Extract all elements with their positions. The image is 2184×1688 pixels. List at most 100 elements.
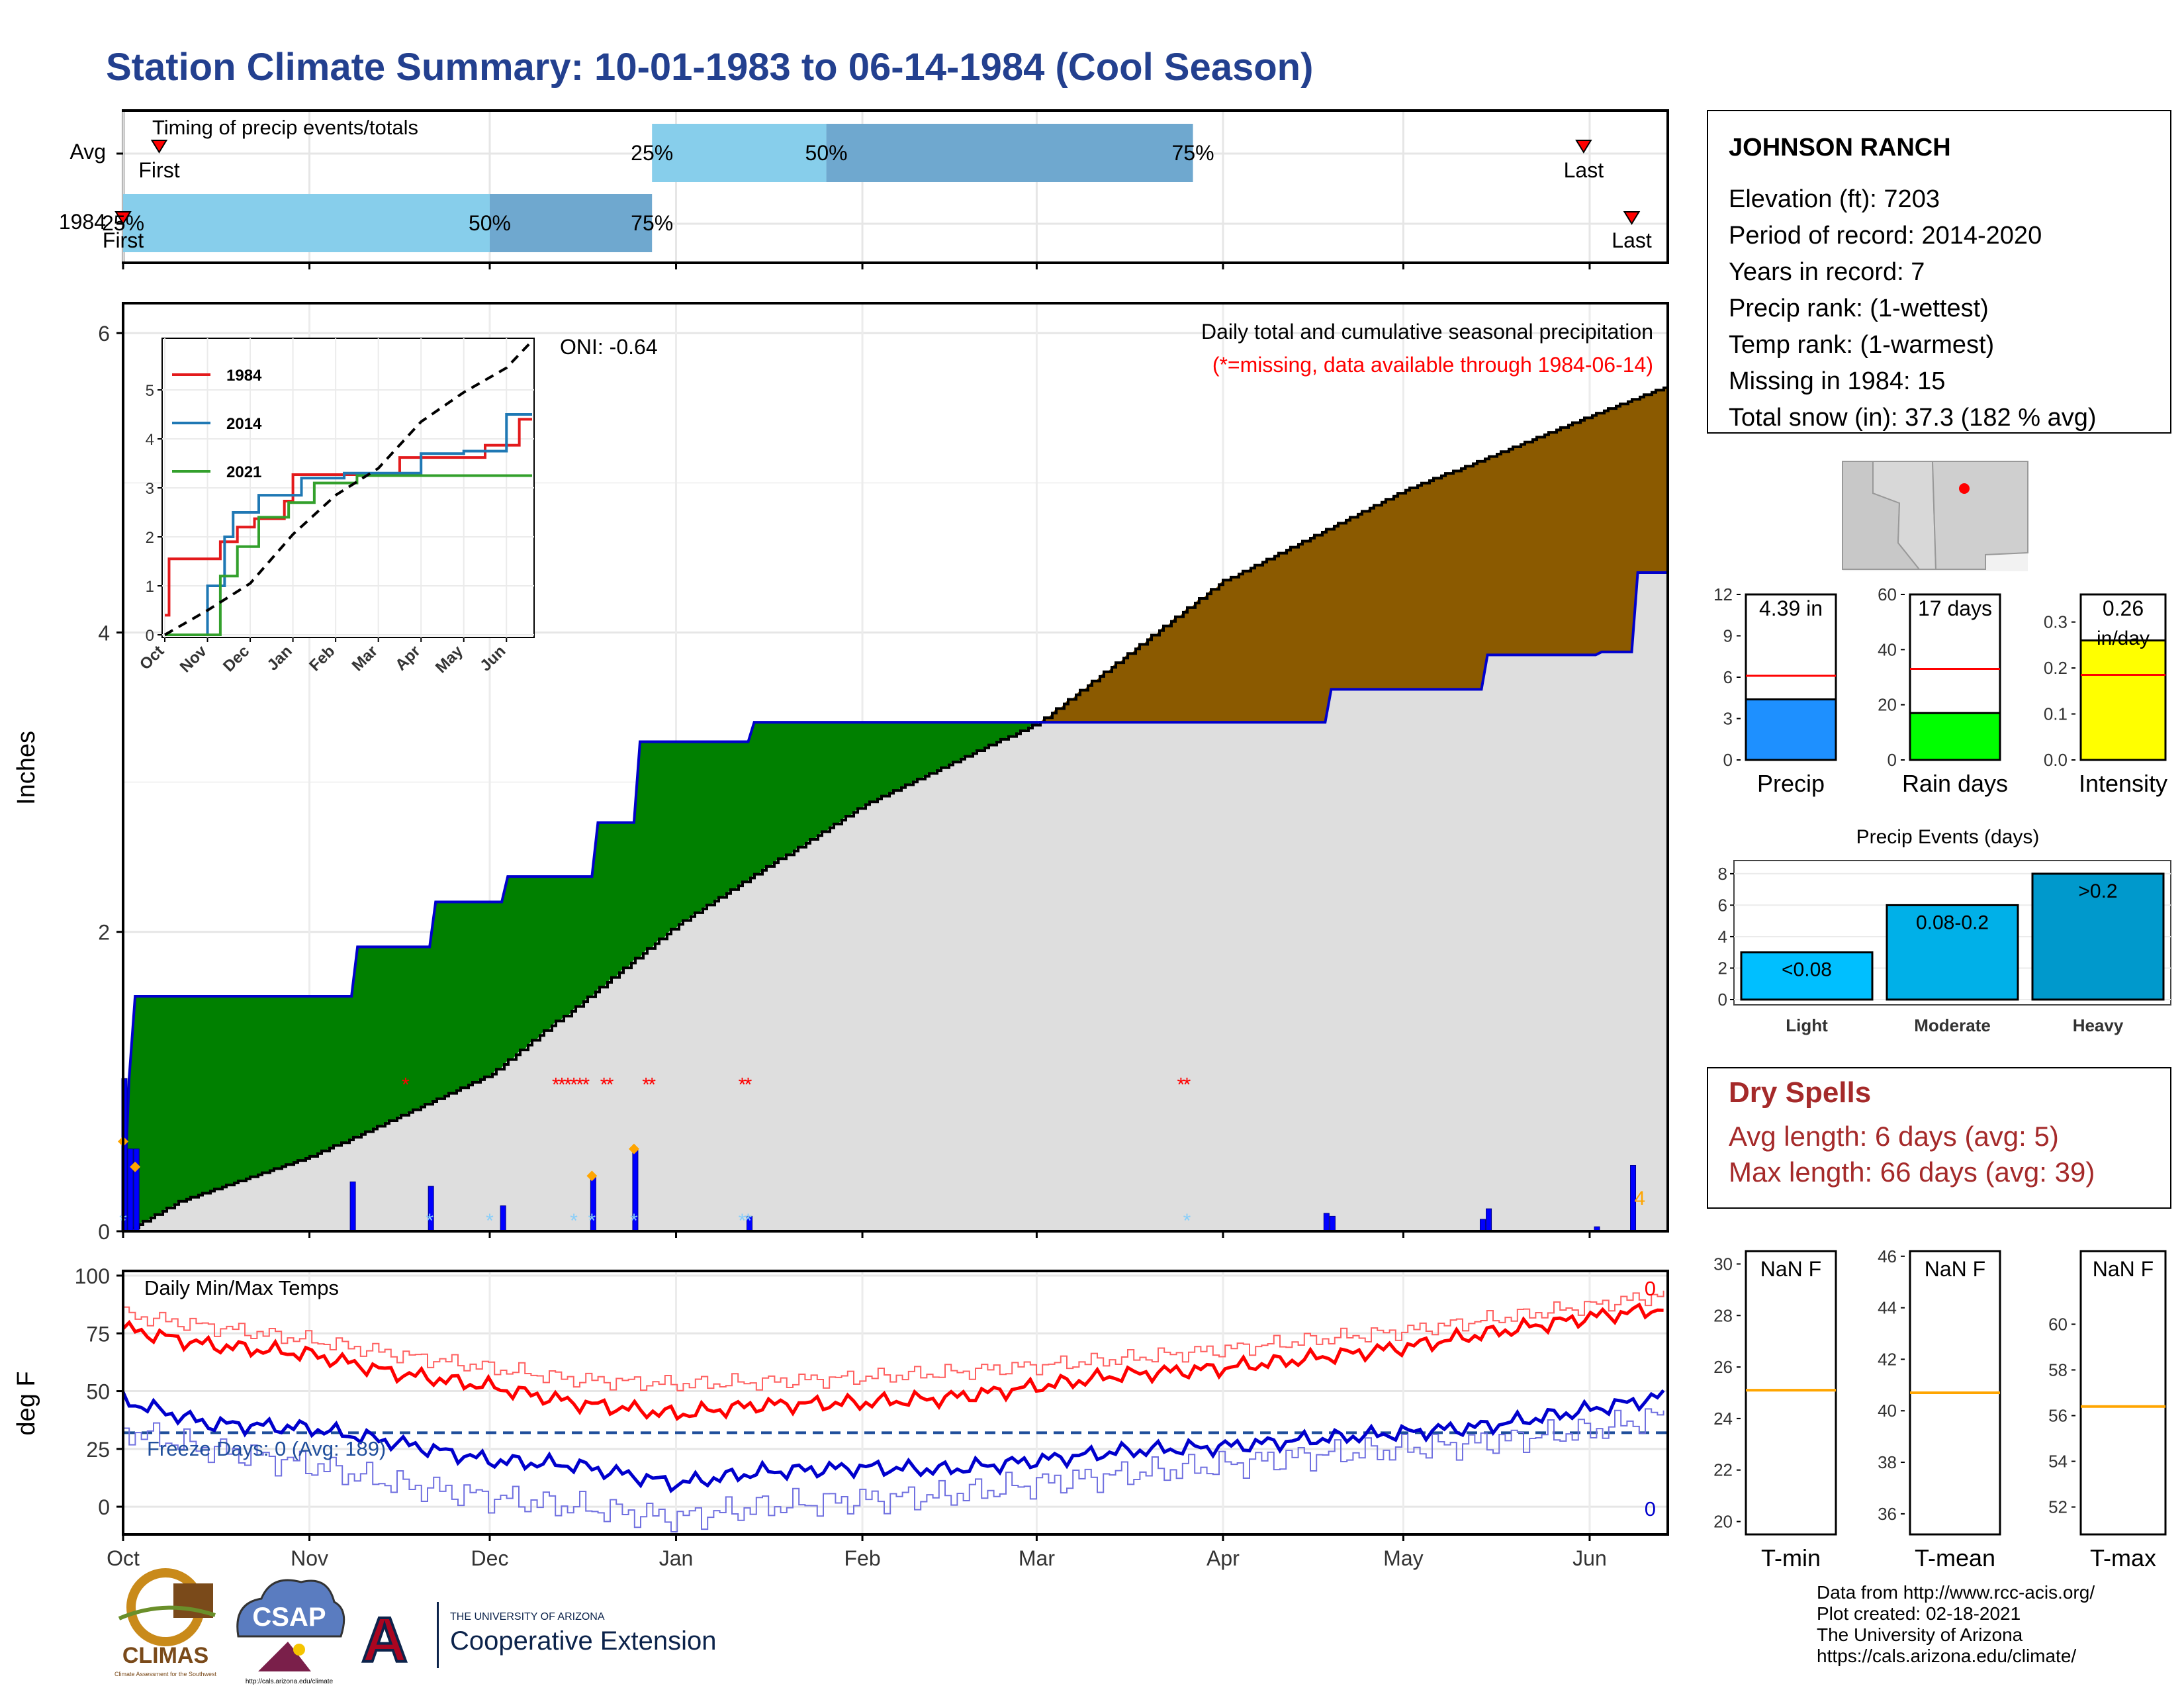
avg-min-temp-line <box>123 1408 1664 1533</box>
timing-panel: Timing of precip events/totals Avg 1984 … <box>59 109 1669 269</box>
footer-line: Plot created: 02-18-2021 <box>1817 1603 2021 1624</box>
ua-small-text: THE UNIVERSITY OF ARIZONA <box>450 1611 605 1622</box>
temp-chart-y-tick-label: 44 <box>1878 1298 1897 1318</box>
max-count-label: 0 <box>1645 1277 1656 1300</box>
temp-y-tick-label: 0 <box>98 1495 110 1519</box>
logos: CLIMAS Climate Assessment for the Southw… <box>114 1568 716 1685</box>
percent-25-label: 25% <box>631 141 673 165</box>
events-category-label: Moderate <box>1914 1015 1991 1035</box>
percent-75-label: 75% <box>1172 141 1214 165</box>
percent-25-label: 25% <box>102 211 144 235</box>
first-event-marker-icon <box>114 211 132 225</box>
inset-y-tick-label: 1 <box>146 578 154 596</box>
events-y-tick-label: 4 <box>1718 927 1727 947</box>
map-state-newmexico <box>1931 461 2028 570</box>
precip-y-tick-label: 0 <box>98 1220 110 1244</box>
climas-name: CLIMAS <box>122 1643 208 1668</box>
events-y-tick-label: 2 <box>1718 958 1727 978</box>
station-name: JOHNSON RANCH <box>1729 134 1951 162</box>
small-chart-label: Rain days <box>1902 770 2008 797</box>
temp-panel-frame <box>122 1270 1669 1536</box>
last-label: Last <box>1612 228 1652 252</box>
footer-line: The University of Arizona <box>1817 1624 2023 1645</box>
climas-logo: CLIMAS Climate Assessment for the Southw… <box>114 1568 217 1677</box>
events-y-tick-label: 6 <box>1718 895 1727 915</box>
missing-day-marker-icon: * <box>564 1074 572 1096</box>
small-precip-charts: 4.39 in 0 3 6 9 12 Precip 17 days 0 20 40 60 Rain da… <box>1713 585 2167 797</box>
temp-y-tick-label: 25 <box>86 1438 110 1462</box>
month-tick-label: Mar <box>1019 1546 1055 1570</box>
small-chart-y-tick-label: 40 <box>1878 639 1897 659</box>
missing-day-marker-icon: * <box>558 1074 566 1096</box>
inset-legend-label: 1984 <box>226 367 262 385</box>
daily-precip-bar <box>1479 1219 1486 1232</box>
max-temp-line <box>122 1302 1664 1421</box>
first-event-marker-icon <box>150 140 168 154</box>
station-info-box: JOHNSON RANCH Elevation (ft): 7203 Perio… <box>1707 110 2171 434</box>
missing-day-marker-icon: * <box>642 1074 650 1096</box>
daily-precip-bar <box>133 1149 140 1232</box>
month-tick-label: Jan <box>659 1546 694 1570</box>
small-chart-label: Intensity <box>2079 770 2167 797</box>
snow-day-marker-icon: * <box>426 1210 433 1232</box>
temp-x-axis: Oct Nov Dec Jan Feb Mar Apr May Jun <box>107 1534 1607 1570</box>
csap-logo: CSAP http://cals.arizona.edu/climate <box>236 1579 345 1685</box>
precip-y-label: Inches <box>13 731 40 805</box>
footer-credits: Data from http://www.rcc-acis.org/ Plot … <box>1817 1582 2095 1667</box>
precip-x-ticks <box>122 1231 1591 1238</box>
csap-url: http://cals.arizona.edu/climate <box>246 1678 334 1685</box>
missing-day-marker-icon: * <box>402 1074 410 1096</box>
missing-day-marker-icon: * <box>570 1074 578 1096</box>
station-line: Total snow (in): 37.3 (182 % avg) <box>1729 404 2097 432</box>
inset-series-line <box>165 474 532 636</box>
dry-spells-max: Max length: 66 days (avg: 39) <box>1729 1156 2095 1188</box>
station-line: Missing in 1984: 15 <box>1729 367 1945 395</box>
month-tick-label: May <box>1383 1546 1423 1570</box>
inset-y-tick-label: 4 <box>146 431 154 449</box>
snow-day-marker-icon: * <box>630 1210 638 1232</box>
snow-depth-marker-icon <box>130 1161 141 1172</box>
timing-bar-25-50 <box>123 194 490 252</box>
temp-y-tick-label: 100 <box>75 1264 110 1288</box>
locator-map <box>1842 461 2028 571</box>
station-line: Elevation (ft): 7203 <box>1729 185 1940 213</box>
inset-series-line <box>165 413 532 636</box>
temp-chart-frame <box>1745 1250 1837 1536</box>
events-bar-label: >0.2 <box>2078 880 2117 902</box>
events-category-label: Light <box>1786 1015 1828 1035</box>
small-chart-y-tick-label: 9 <box>1723 626 1733 646</box>
missing-day-marker-icon: * <box>576 1074 584 1096</box>
temp-chart-y-tick-label: 56 <box>2048 1406 2068 1426</box>
small-chart-y-tick-label: 12 <box>1713 585 1733 604</box>
events-y-tick-label: 0 <box>1718 990 1727 1009</box>
snow-day-marker-icon: * <box>745 1210 752 1232</box>
missing-day-marker-icon: * <box>552 1074 560 1096</box>
percent-75-label: 75% <box>631 211 673 235</box>
dry-spells-title: Dry Spells <box>1729 1076 1871 1109</box>
small-chart-y-tick-label: 0 <box>1723 750 1733 770</box>
ua-big-text: Cooperative Extension <box>450 1626 716 1656</box>
snow-day-marker-icon: * <box>588 1210 596 1232</box>
temp-chart-y-tick-label: 58 <box>2048 1360 2068 1380</box>
station-line: Temp rank: (1-warmest) <box>1729 331 1994 359</box>
timing-bar-50-75 <box>489 194 653 252</box>
dry-spells-box: Dry Spells Avg length: 6 days (avg: 5) M… <box>1707 1067 2171 1209</box>
temp-chart-value: NaN F <box>2093 1257 2154 1281</box>
snow-depth-marker-icon <box>586 1170 598 1182</box>
dry-spells-avg: Avg length: 6 days (avg: 5) <box>1729 1121 2059 1152</box>
temp-chart-frame <box>2079 1250 2167 1536</box>
avg-max-temp-line <box>123 1290 1664 1391</box>
missing-day-marker-icon: * <box>739 1074 747 1096</box>
precip-subtitle: (*=missing, data available through 1984-… <box>1212 353 1653 377</box>
temp-chart-y-tick-label: 54 <box>2048 1452 2068 1472</box>
missing-day-marker-icon: * <box>1183 1074 1191 1096</box>
inset-legend-label: 2014 <box>226 415 262 433</box>
station-location-dot <box>1959 483 1970 494</box>
daily-precip-bar <box>500 1205 506 1232</box>
csap-cloud-icon <box>236 1579 345 1638</box>
precip-y-axis: 0 2 4 6 <box>98 322 123 1244</box>
missing-day-marker-icon: * <box>745 1074 752 1096</box>
small-chart-bar <box>1745 698 1837 761</box>
station-line: Precip rank: (1-wettest) <box>1729 295 1989 322</box>
